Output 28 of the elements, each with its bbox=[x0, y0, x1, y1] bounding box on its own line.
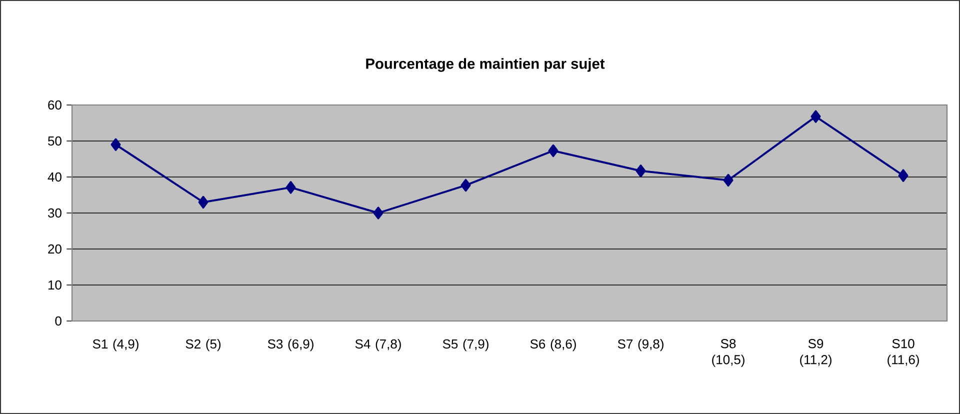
x-tick-label: S10 (11,6) bbox=[888, 339, 919, 367]
y-tick-label: 50 bbox=[48, 136, 62, 146]
point bbox=[810, 110, 821, 123]
y-tick-label: 10 bbox=[48, 280, 62, 290]
point bbox=[198, 196, 208, 209]
point bbox=[286, 181, 296, 194]
point bbox=[636, 164, 646, 178]
point bbox=[110, 138, 121, 151]
y-tick-label: 0 bbox=[55, 316, 62, 326]
x-tick-label: S5 (7,9) bbox=[442, 339, 488, 352]
x-tick-label: S1 (4,9) bbox=[92, 339, 138, 352]
x-tick-label: S8 (10,5) bbox=[712, 339, 744, 367]
y-tick-label: 30 bbox=[48, 208, 62, 218]
x-tick-label: S2 (5) bbox=[186, 339, 221, 352]
x-tick-label: S9 (11,2) bbox=[800, 339, 832, 367]
x-tick-label: S7 (9,8) bbox=[618, 339, 664, 352]
point bbox=[548, 144, 558, 158]
chart-title: Pourcentage de maintien par sujet bbox=[366, 58, 605, 72]
y-tick-label: 40 bbox=[48, 172, 62, 182]
x-tick-label: S6 (8,6) bbox=[530, 339, 576, 352]
point bbox=[898, 169, 908, 182]
x-tick-label: S4 (7,8) bbox=[355, 339, 401, 352]
y-tick-label: 20 bbox=[48, 244, 62, 254]
x-tick-label: S3 (6,9) bbox=[268, 339, 314, 352]
y-tick-label: 60 bbox=[48, 100, 62, 110]
point bbox=[460, 178, 471, 192]
point bbox=[373, 206, 384, 220]
point bbox=[723, 174, 734, 187]
